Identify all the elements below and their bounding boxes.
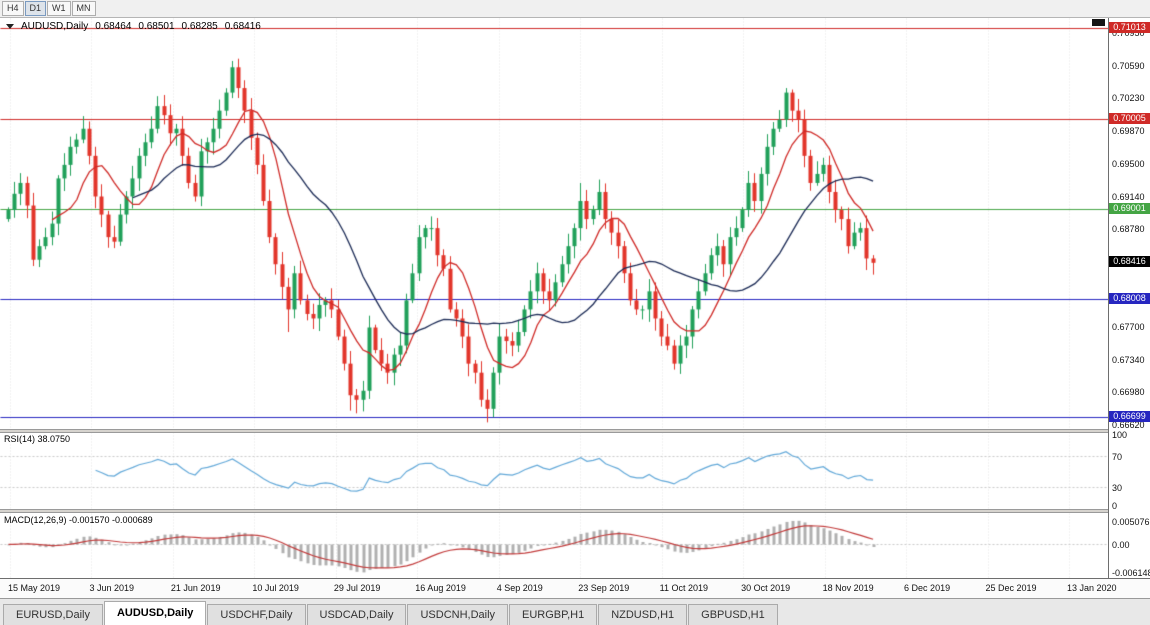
time-axis-label: 11 Oct 2019 [659,583,709,593]
time-axis-label: 30 Oct 2019 [741,583,791,593]
time-axis-label: 6 Dec 2019 [904,583,951,593]
symbol-marker-icon [6,24,14,29]
tab-nzdusd-h1[interactable]: NZDUSD,H1 [598,604,688,625]
price-tick-label: 0.67700 [1112,322,1145,332]
ohlc-low: 0.68285 [181,21,218,32]
time-axis[interactable]: 15 May 2019 3 Jun 2019 21 Jun 2019 10 Jul 2… [0,578,1150,598]
ohlc-close: 0.68416 [224,21,261,32]
rsi-axis-label: 30 [1112,482,1123,493]
rsi-axis-label: 70 [1112,452,1123,463]
price-axis[interactable]: 0.70950 0.70590 0.70230 0.69870 0.69500 0.691… [1108,18,1150,578]
tab-gbpusd-h1[interactable]: GBPUSD,H1 [688,604,778,625]
symbol-label: AUDUSD,Daily [21,21,89,32]
price-tick-label: 0.68780 [1112,224,1145,235]
chart-shift-marker [1092,19,1105,26]
timeframe-button-d1[interactable]: D1 [24,1,47,16]
price-tick-label: 0.69140 [1112,191,1145,202]
chart-area[interactable]: AUDUSD,Daily 0.68464 0.68501 0.68285 0.6… [0,18,1150,598]
time-axis-label: 10 Jul 2019 [252,583,299,593]
price-level-tag: 0.71013 [1109,21,1150,33]
time-axis-label: 25 Dec 2019 [985,583,1037,593]
timeframe-toolbar: H4 D1 W1 MN [0,0,1150,18]
timeframe-button-w1[interactable]: W1 [47,1,71,16]
time-axis-label: 21 Jun 2019 [170,583,221,593]
tab-audusd-daily[interactable]: AUDUSD,Daily [103,601,207,625]
tab-usdcnh-daily[interactable]: USDCNH,Daily [407,604,509,625]
macd-axis-label: -0.006148 [1112,567,1150,578]
timeframe-button-mn[interactable]: MN [71,1,96,16]
chart-tabs-bar: EURUSD,Daily AUDUSD,Daily USDCHF,Daily USDC… [0,598,1150,625]
tab-usdchf-daily[interactable]: USDCHF,Daily [207,604,306,625]
price-level-tag: 0.66699 [1109,411,1150,423]
time-axis-label: 16 Aug 2019 [415,583,466,593]
price-tick-label: 0.66980 [1112,387,1145,398]
tab-eurgbp-h1[interactable]: EURGBP,H1 [509,604,598,625]
price-level-tag: 0.70005 [1109,112,1150,124]
timeframe-button-h4[interactable]: H4 [2,1,24,16]
price-level-tag: 0.69001 [1109,203,1150,215]
rsi-axis-label: 0 [1112,501,1118,511]
rsi-indicator-label: RSI(14) 38.0750 [4,434,71,444]
price-chart-canvas[interactable] [0,18,1108,578]
price-tick-label: 0.69500 [1112,159,1145,170]
ohlc-high: 0.68501 [138,21,175,32]
price-tick-label: 0.70590 [1112,60,1145,71]
time-axis-label: 3 Jun 2019 [89,583,134,593]
current-price-tag: 0.68416 [1109,256,1150,268]
ohlc-open: 0.68464 [95,21,132,32]
time-axis-label: 13 Jan 2020 [1066,583,1117,593]
price-tick-label: 0.66620 [1112,419,1145,430]
price-tick-label: 0.70230 [1112,93,1145,104]
price-tick-label: 0.70950 [1112,28,1145,39]
time-axis-label: 4 Sep 2019 [496,583,543,593]
rsi-axis-label: 100 [1112,430,1128,440]
time-axis-label: 15 May 2019 [8,583,61,593]
time-axis-label: 23 Sep 2019 [578,583,630,593]
time-axis-label: 18 Nov 2019 [822,583,874,593]
chart-title: AUDUSD,Daily 0.68464 0.68501 0.68285 0.6… [6,21,261,32]
macd-pane-separator[interactable] [0,509,1150,513]
macd-indicator-label: MACD(12,26,9) -0.001570 -0.000689 [4,515,153,525]
price-tick-label: 0.69870 [1112,125,1145,136]
rsi-pane-separator[interactable] [0,429,1150,433]
tab-eurusd-daily[interactable]: EURUSD,Daily [3,604,103,625]
macd-axis-label: 0.00 [1112,539,1130,550]
price-level-tag: 0.68008 [1109,293,1150,305]
price-tick-label: 0.67340 [1112,354,1145,365]
macd-axis-label: 0.005076 [1112,516,1150,527]
tab-usdcad-daily[interactable]: USDCAD,Daily [306,604,407,625]
time-axis-label: 29 Jul 2019 [333,583,381,593]
